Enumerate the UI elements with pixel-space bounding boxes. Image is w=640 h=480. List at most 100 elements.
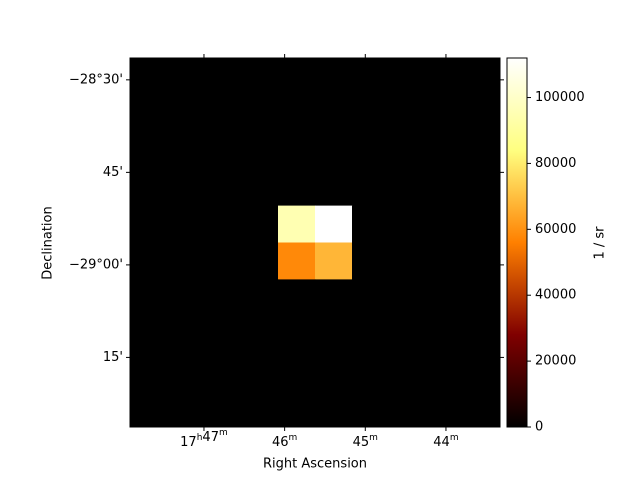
cell <box>389 94 427 133</box>
cell <box>167 94 205 133</box>
cell <box>426 205 464 243</box>
cell <box>315 168 353 207</box>
colorbar-tick-label: 60000 <box>535 222 576 237</box>
cell <box>278 316 316 354</box>
cell <box>426 279 464 317</box>
cell <box>130 205 168 243</box>
cell <box>389 131 427 170</box>
cell <box>463 279 501 317</box>
cell <box>315 279 353 317</box>
cell <box>352 390 390 428</box>
cell <box>463 131 501 170</box>
cell <box>426 168 464 207</box>
cell <box>167 242 205 280</box>
cell <box>278 94 316 133</box>
cell <box>130 390 168 428</box>
image <box>130 58 501 428</box>
cell <box>352 58 390 96</box>
cell <box>352 205 390 243</box>
cell <box>241 316 279 354</box>
cell <box>130 316 168 354</box>
cell <box>204 279 242 317</box>
cell <box>167 279 205 317</box>
cell <box>130 168 168 207</box>
cell <box>278 242 316 280</box>
cell <box>241 94 279 133</box>
cell <box>315 242 353 280</box>
cell <box>204 168 242 207</box>
colorbar-label: 1 / sr <box>593 226 608 260</box>
cell <box>315 58 353 96</box>
cell <box>463 205 501 243</box>
cell <box>204 316 242 354</box>
cell <box>167 58 205 96</box>
cell <box>278 353 316 391</box>
cell <box>278 58 316 96</box>
cell <box>130 58 168 96</box>
cell <box>463 390 501 428</box>
cell <box>352 94 390 133</box>
cell <box>130 279 168 317</box>
cell <box>167 131 205 170</box>
cell <box>167 205 205 243</box>
cell <box>278 279 316 317</box>
colorbar-tick-label: 80000 <box>535 156 576 171</box>
cell <box>352 131 390 170</box>
cell <box>389 205 427 243</box>
cell <box>241 279 279 317</box>
cell <box>204 94 242 133</box>
cell <box>463 353 501 391</box>
cell <box>204 242 242 280</box>
cell <box>204 390 242 428</box>
cell <box>241 390 279 428</box>
y-tick-label: 45' <box>103 165 123 180</box>
cell <box>315 390 353 428</box>
cell <box>241 58 279 96</box>
cell <box>389 316 427 354</box>
cell <box>463 168 501 207</box>
x-tick-label: 45m <box>353 433 378 450</box>
cell <box>426 353 464 391</box>
cell <box>315 353 353 391</box>
cell <box>204 205 242 243</box>
y-tick-label: −29°00' <box>69 257 123 272</box>
colorbar <box>506 57 528 428</box>
cell <box>241 242 279 280</box>
cell <box>130 131 168 170</box>
colorbar-tick-label: 20000 <box>535 354 576 369</box>
cell <box>352 168 390 207</box>
cell <box>315 205 353 243</box>
cell <box>352 316 390 354</box>
cell <box>241 353 279 391</box>
colorbar-tick-label: 100000 <box>535 90 585 105</box>
cell <box>352 353 390 391</box>
cell <box>167 168 205 207</box>
cell <box>241 131 279 170</box>
y-axis-label: Declination <box>41 206 56 280</box>
cell <box>426 316 464 354</box>
cell <box>389 353 427 391</box>
cell <box>426 242 464 280</box>
cell <box>130 94 168 133</box>
cell <box>278 390 316 428</box>
cell <box>389 279 427 317</box>
colorbar-tick-label: 0 <box>535 420 543 435</box>
frame <box>129 57 501 428</box>
cell <box>352 279 390 317</box>
cell <box>130 353 168 391</box>
cell <box>426 94 464 133</box>
cell <box>426 131 464 170</box>
x-axis-label: Right Ascension <box>263 457 367 472</box>
cell <box>241 205 279 243</box>
cell <box>204 58 242 96</box>
cell <box>315 131 353 170</box>
cell <box>167 316 205 354</box>
cell <box>167 390 205 428</box>
cell <box>463 94 501 133</box>
cell <box>315 94 353 133</box>
x-tick-label: 46m <box>272 433 297 450</box>
x-tick-label: 44m <box>433 433 458 450</box>
y-tick-label: 15' <box>103 350 123 365</box>
colorbar-tick-label: 40000 <box>535 288 576 303</box>
